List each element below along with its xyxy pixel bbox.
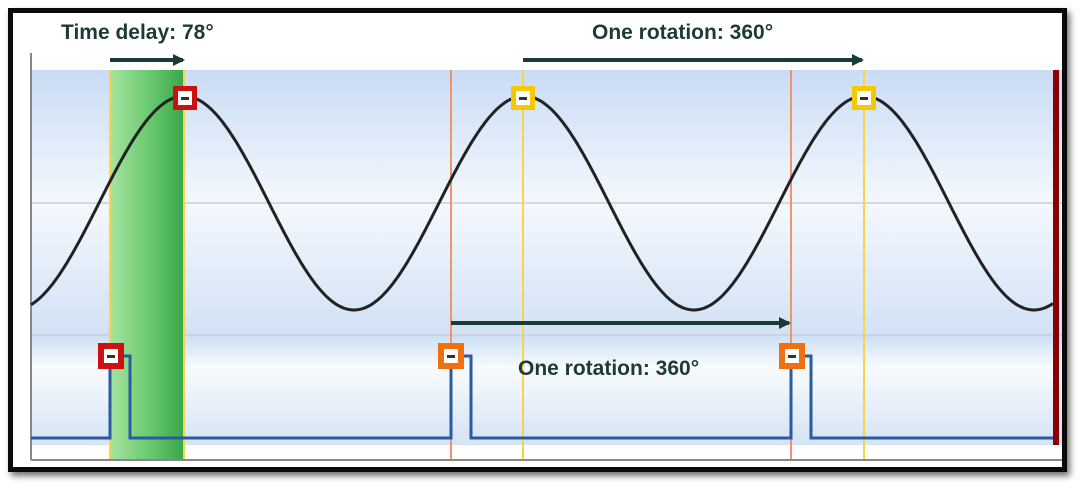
marker-orange-pulse [779, 343, 805, 369]
rotation-top-label: One rotation: 360° [592, 21, 773, 44]
marker-yellow-peak [852, 86, 876, 110]
time-delay-label: Time delay: 78° [61, 21, 214, 44]
marker-orange-pulse [438, 343, 464, 369]
end-bar [1053, 70, 1059, 445]
marker-yellow-peak [511, 86, 535, 110]
sine-wave [30, 94, 1054, 312]
phase-diagram: Time delay: 78° One rotation: 360° One r… [30, 21, 1062, 461]
marker-red-peak [173, 86, 197, 110]
lower-signal-band [31, 335, 1062, 445]
diagram-frame: Time delay: 78° One rotation: 360° One r… [8, 8, 1067, 472]
rotation-bottom-label: One rotation: 360° [518, 357, 699, 380]
time-delay-band [110, 70, 183, 460]
marker-red-pulse [98, 343, 124, 369]
